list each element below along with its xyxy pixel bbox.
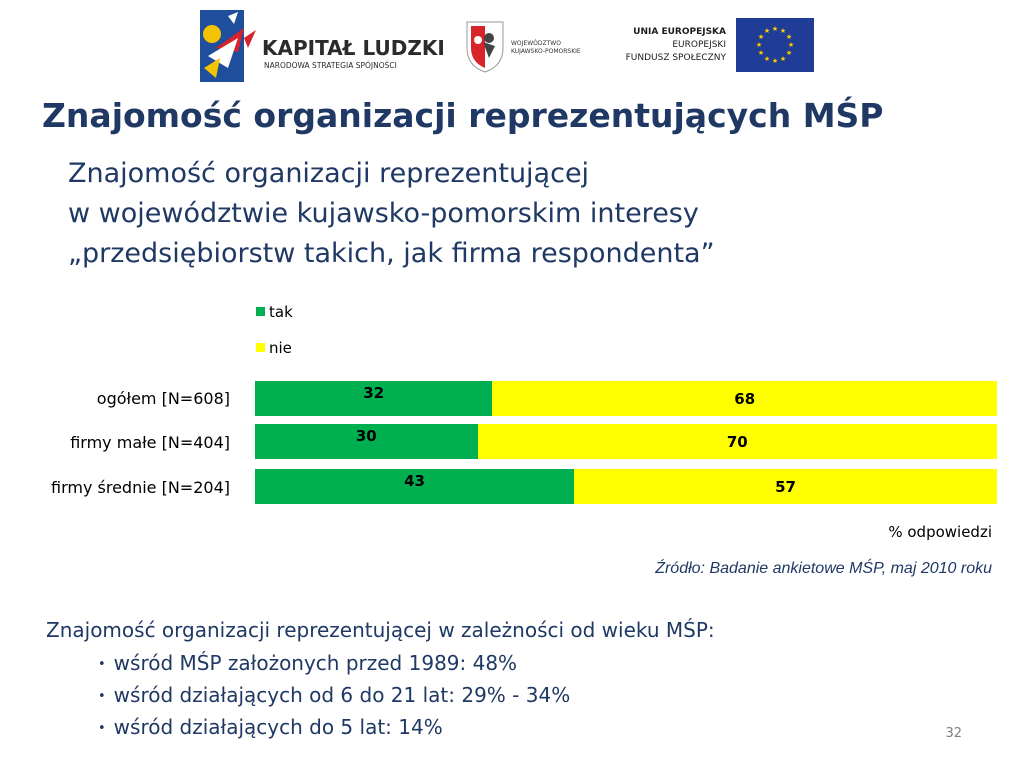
bar-tak-1	[255, 424, 478, 459]
eu-line3: FUNDUSZ SPOŁECZNY	[625, 53, 726, 63]
wojewodztwo-line2: KUJAWSKO-POMORSKIE	[511, 48, 581, 55]
eu-flag-icon: ★ ★ ★ ★ ★ ★ ★ ★ ★ ★ ★ ★	[736, 18, 814, 72]
eu-label: UNIA EUROPEJSKA EUROPEJSKI FUNDUSZ SPOŁE…	[626, 26, 726, 65]
eu-line2: EUROPEJSKI	[672, 40, 726, 50]
legend-label-tak: tak	[269, 303, 293, 321]
bar-nie-0	[492, 381, 997, 416]
kapital-ludzki-logo: KAPITAŁ LUDZKI NARODOWA STRATEGIA SPÓJNO…	[198, 8, 448, 88]
coat-of-arms-icon	[466, 21, 504, 73]
bullet-icon: •	[98, 689, 106, 704]
note-list: • wśród MŚP założonych przed 1989: 48% • w…	[98, 648, 570, 744]
wojewodztwo-label: WOJEWÓDZTWO KUJAWSKO-POMORSKIE	[511, 40, 581, 56]
bullet-icon: •	[98, 657, 106, 672]
list-item: • wśród działających od 6 do 21 lat: 29% …	[98, 680, 570, 712]
list-item-text: wśród działających od 6 do 21 lat: 29% -…	[113, 683, 571, 707]
eu-line1: UNIA EUROPEJSKA	[633, 27, 726, 37]
svg-text:★: ★	[756, 41, 762, 49]
svg-text:★: ★	[788, 41, 794, 49]
page-title: Znajomość organizacji reprezentujących M…	[42, 96, 884, 135]
data-label-tak-1: 30	[355, 427, 377, 445]
category-label-firmy-male: firmy małe [N=404]	[70, 433, 230, 452]
svg-text:★: ★	[758, 49, 764, 57]
bar-nie-2	[574, 469, 997, 504]
subtitle-line2: w województwie kujawsko-pomorskim intere…	[68, 198, 699, 229]
eu-logo: UNIA EUROPEJSKA EUROPEJSKI FUNDUSZ SPOŁE…	[614, 18, 814, 72]
subtitle-line1: Znajomość organizacji reprezentującej	[68, 158, 590, 189]
x-axis-label: % odpowiedzi	[888, 523, 992, 541]
list-item-text: wśród działających do 5 lat: 14%	[113, 715, 443, 739]
list-item: • wśród działających do 5 lat: 14%	[98, 712, 570, 744]
subtitle-line3: „przedsiębiorstw takich, jak firma respo…	[68, 238, 715, 269]
kapital-ludzki-title: KAPITAŁ LUDZKI	[262, 36, 445, 60]
kapital-ludzki-emblem-icon	[200, 10, 256, 82]
data-label-tak-0: 32	[363, 384, 385, 402]
data-label-tak-2: 43	[404, 472, 425, 490]
kapital-ludzki-subtitle: NARODOWA STRATEGIA SPÓJNOŚCI	[264, 61, 397, 70]
list-item-text: wśród MŚP założonych przed 1989: 48%	[113, 651, 518, 675]
wojewodztwo-logo: WOJEWÓDZTWO KUJAWSKO-POMORSKIE	[463, 18, 603, 78]
chart-subtitle: Znajomość organizacji reprezentującej w …	[68, 154, 715, 274]
bar-tak-0	[255, 381, 493, 416]
data-label-nie-0: 68	[734, 390, 756, 408]
list-item: • wśród MŚP założonych przed 1989: 48%	[98, 648, 570, 680]
data-label-nie-1: 70	[726, 433, 748, 451]
data-label-nie-2: 57	[775, 478, 796, 496]
source-note: Źródło: Badanie ankietowe MŚP, maj 2010 …	[655, 560, 992, 577]
note-intro: Znajomość organizacji reprezentującej w …	[46, 618, 715, 642]
svg-text:★: ★	[780, 27, 786, 35]
svg-text:★: ★	[786, 49, 792, 57]
svg-text:★: ★	[772, 57, 778, 65]
stacked-bar-chart: tak nie ogółem [N=608] firmy małe [N=404…	[0, 295, 1024, 545]
category-label-firmy-srednie: firmy średnie [N=204]	[51, 478, 230, 497]
legend-swatch-tak	[256, 307, 265, 316]
svg-text:★: ★	[764, 27, 770, 35]
svg-text:★: ★	[786, 33, 792, 41]
svg-text:★: ★	[764, 55, 770, 63]
wojewodztwo-line1: WOJEWÓDZTWO	[511, 40, 561, 47]
legend-label-nie: nie	[269, 339, 292, 357]
page-number: 32	[945, 726, 962, 741]
legend-swatch-nie	[256, 343, 265, 352]
svg-text:★: ★	[772, 25, 778, 33]
bullet-icon: •	[98, 721, 106, 736]
category-label-ogolem: ogółem [N=608]	[96, 389, 230, 408]
bar-nie-1	[477, 424, 997, 459]
svg-text:★: ★	[780, 55, 786, 63]
svg-text:★: ★	[758, 33, 764, 41]
legend-item-tak: tak	[256, 303, 293, 321]
bar-tak-2	[255, 469, 575, 504]
legend-item-nie: nie	[256, 339, 292, 357]
